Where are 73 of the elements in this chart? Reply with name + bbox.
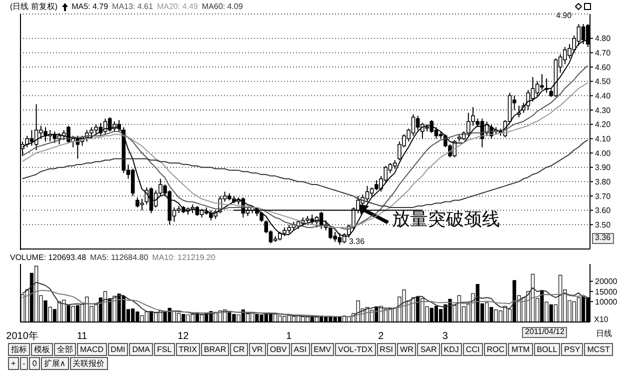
y-tick-label: 3.50 [595,220,612,230]
text: FSL [154,343,175,356]
text: CR [230,343,248,356]
text: BRAR [200,343,230,356]
text: MA5: 112684.80 [90,253,148,262]
chart-title: (日线 前复权) [10,1,58,12]
text: 关联报价 [70,357,108,370]
series-label: VOLUME: 120693.48 [10,253,86,262]
x-tick-label: 2010年 [6,330,38,342]
y-tick-label: 4.20 [595,120,612,130]
y-tick-label: 3.70 [595,192,612,201]
x-tick-label: 11 [76,331,88,342]
text: TRIX [176,343,200,356]
text: MCST [584,343,613,356]
legend-label: MA5: 4.79 [72,2,108,11]
y-tick-label: 3.80 [595,177,612,186]
text: MA10: 121219.20 [152,253,216,262]
text: KDJ [440,343,462,356]
candlestick [57,132,62,145]
text: 3.36 [592,233,614,244]
text: MTM [508,343,533,356]
text: + [8,357,19,370]
y-tick-label: 10000 [595,297,618,306]
text: DMI [108,343,128,356]
line-series [22,282,588,318]
y-tick-label: 20000 [595,277,618,286]
text: 2011/04/12 [522,327,568,338]
annotation: 3.36 [349,237,365,247]
text: 扩展∧ [40,357,69,370]
y-tick-label: 4.60 [595,62,612,72]
annotation: 放量突破颈线 [392,209,500,230]
x-tick-label: 1 [286,331,292,342]
text: 模板 [31,343,53,356]
y-tick-label: 4.10 [595,134,612,144]
text: CCI [462,343,483,356]
text: WR [397,343,416,356]
text: VOL-TDX [335,343,376,356]
y-tick-label: 4.70 [595,48,612,58]
text: VR [248,343,266,356]
text: BOLL [534,343,560,356]
text: SAR [417,343,440,356]
candlestick [25,135,30,148]
x-tick-label: 3 [442,331,448,342]
line-series [22,290,588,318]
text: ASI [290,343,310,356]
y-tick-label: 4.00 [595,148,612,158]
y-tick-label: 4.30 [595,106,612,115]
x-tick-label: 12 [178,331,190,342]
text: MA60: 4.09 [202,2,243,11]
text: X10 [594,315,608,325]
candlestick [130,168,135,196]
y-tick-label: 15000 [595,287,618,296]
text: OBV [266,343,290,356]
text: RSI [376,343,396,356]
x-tick-label: 2 [378,331,384,342]
text: MA13: 4.61 [112,2,153,11]
text: ROC [484,343,508,356]
text: - [20,357,28,370]
candlestick [530,76,535,102]
y-tick-label: 3.90 [595,163,612,172]
text: 指标 [8,343,30,356]
y-tick-label: 3.60 [595,206,612,216]
text: PSY [561,343,584,356]
text: 0 [29,357,40,370]
text: 日线 [596,329,612,339]
text: MACD [77,343,107,356]
y-tick-label: 4.80 [595,34,612,44]
text: 全部 [54,343,76,356]
y-tick-label: 4.50 [595,77,612,86]
y-tick-label: 4.40 [595,92,612,101]
text: MA20: 4.49 [156,2,198,11]
text: EMV [310,343,334,356]
text: DMA [129,343,154,356]
